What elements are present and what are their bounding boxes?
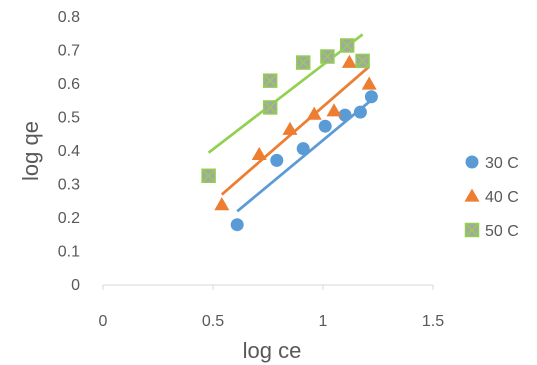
y-tick-label: 0.6 — [58, 76, 80, 93]
y-tick-label: 0.7 — [58, 43, 80, 60]
data-point-cross — [264, 101, 276, 114]
series-1 — [230, 90, 378, 232]
y-tick-label: 0.5 — [58, 110, 80, 127]
data-point-cross — [357, 55, 369, 67]
y-tick-label: 0.1 — [58, 244, 80, 261]
data-point — [326, 103, 342, 117]
x-tick-label: 0 — [99, 313, 108, 330]
data-point — [214, 197, 230, 211]
data-point — [295, 55, 311, 70]
y-tick-labels: 0 0.1 0.2 0.3 0.4 0.5 0.6 0.7 0.8 — [58, 9, 80, 294]
series-3 — [201, 33, 370, 184]
data-point-cross — [264, 75, 276, 87]
data-point — [262, 73, 278, 88]
data-point — [364, 90, 378, 104]
trendline — [207, 33, 364, 154]
data-point — [262, 100, 278, 115]
data-point — [282, 121, 298, 135]
data-point — [201, 168, 216, 184]
trendline — [220, 65, 371, 196]
data-point — [338, 108, 352, 122]
series-layer — [201, 33, 378, 232]
data-point — [296, 142, 310, 156]
y-tick-label: 0 — [71, 277, 80, 294]
legend: 30 C 40 C 50 C — [464, 155, 519, 240]
data-point — [320, 49, 335, 64]
x-tick-label: 1 — [319, 313, 328, 330]
legend-item: 50 C — [464, 222, 519, 240]
legend-item: 40 C — [464, 188, 519, 206]
x-axis-label: log ce — [243, 338, 302, 363]
series-2 — [214, 54, 377, 211]
x-tick-label: 1.5 — [422, 313, 444, 330]
data-point — [318, 119, 332, 133]
y-tick-label: 0.2 — [58, 210, 80, 227]
x-tick-label: 0.5 — [202, 313, 224, 330]
data-point — [465, 155, 479, 169]
data-point — [341, 54, 357, 68]
data-point — [270, 153, 284, 167]
data-point — [339, 38, 355, 53]
legend-item: 30 C — [465, 155, 519, 172]
data-point-cross — [466, 224, 478, 236]
data-point — [353, 105, 367, 119]
y-tick-label: 0.8 — [58, 9, 80, 26]
legend-label: 30 C — [485, 155, 519, 172]
data-point-cross — [203, 170, 215, 182]
y-tick-label: 0.3 — [58, 177, 80, 194]
data-point — [251, 146, 267, 160]
data-point — [464, 188, 480, 202]
data-point — [230, 218, 244, 232]
data-point-cross — [341, 39, 353, 52]
x-tick-marks — [102, 285, 434, 290]
data-point — [355, 53, 370, 69]
x-tick-labels: 0 0.5 1 1.5 — [99, 313, 445, 330]
legend-label: 50 C — [485, 223, 519, 240]
data-point — [361, 76, 377, 90]
y-axis-label: log qe — [18, 121, 43, 181]
data-point-cross — [297, 56, 309, 69]
data-point — [306, 106, 322, 120]
data-point-cross — [321, 50, 333, 63]
y-tick-label: 0.4 — [58, 143, 80, 160]
legend-label: 40 C — [485, 189, 519, 206]
data-point — [464, 222, 480, 238]
